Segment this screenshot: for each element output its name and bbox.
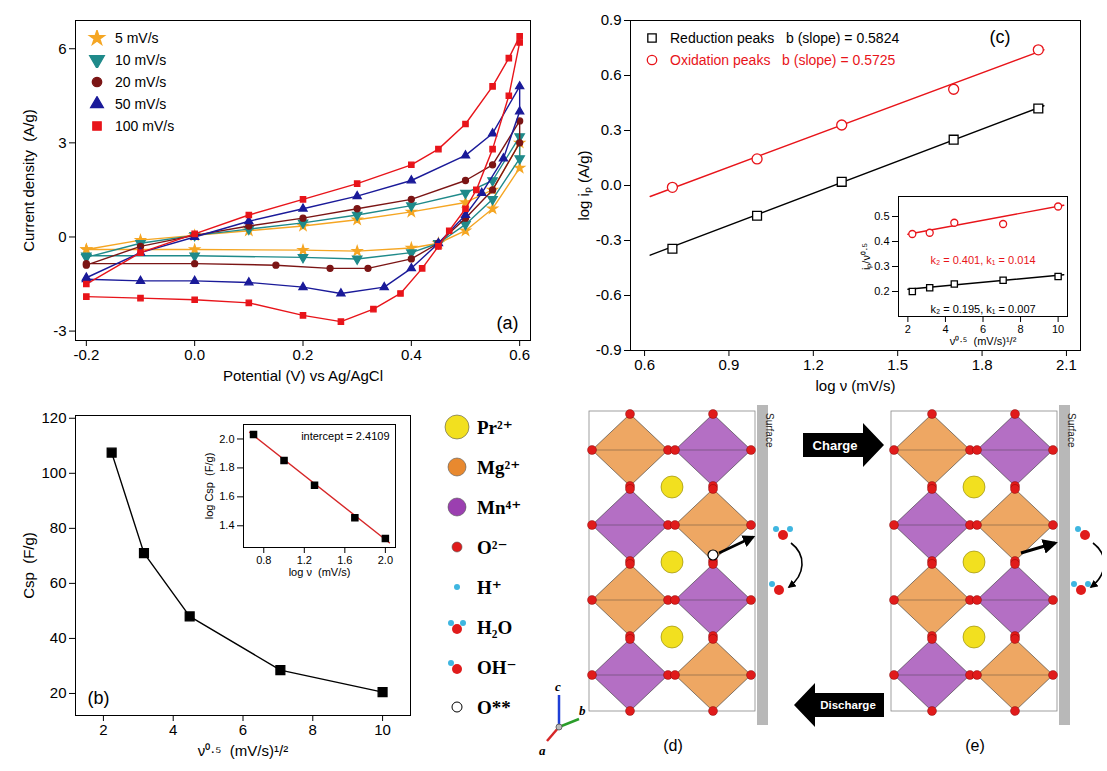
svg-text:log iₚ (A/g): log iₚ (A/g) — [575, 150, 593, 220]
svg-text:6: 6 — [239, 721, 247, 738]
svg-text:ν⁰·⁵ (mV/s)¹/²: ν⁰·⁵ (mV/s)¹/² — [198, 742, 288, 759]
html-text:50 mV/s: 50 mV/s — [115, 96, 167, 112]
svg-text:-0.6: -0.6 — [596, 286, 622, 303]
svg-text:20: 20 — [50, 684, 67, 701]
svg-text:6: 6 — [58, 40, 66, 57]
svg-text:0.9: 0.9 — [601, 11, 622, 28]
html-text:100 mV/s: 100 mV/s — [115, 118, 175, 134]
svg-text:2.0: 2.0 — [378, 554, 393, 566]
html-text:Reduction peaks b (slope) = 0.: Reduction peaks b (slope) = 0.5824 — [670, 30, 900, 46]
svg-text:OH⁻: OH⁻ — [477, 657, 517, 678]
html-text:20 mV/s: 20 mV/s — [115, 74, 167, 90]
svg-text:intercept = 2.4109: intercept = 2.4109 — [301, 430, 389, 442]
svg-text:2: 2 — [905, 323, 911, 335]
svg-text:6: 6 — [980, 323, 986, 335]
svg-text:1.2: 1.2 — [297, 554, 312, 566]
svg-text:0.4: 0.4 — [874, 235, 889, 247]
svg-text:1.8: 1.8 — [972, 356, 993, 373]
svg-text:0.9: 0.9 — [719, 356, 740, 373]
svg-text:log Csp (F/g): log Csp (F/g) — [203, 453, 215, 520]
svg-text:O**: O** — [477, 697, 511, 718]
html-text:Oxidation peaks b (slope) = 0.: Oxidation peaks b (slope) = 0.5725 — [670, 52, 896, 68]
svg-text:1.4: 1.4 — [219, 519, 234, 531]
svg-text:b: b — [579, 703, 586, 718]
svg-text:O²⁻: O²⁻ — [477, 537, 508, 558]
svg-text:100: 100 — [41, 464, 66, 481]
svg-text:2.0: 2.0 — [219, 432, 234, 444]
svg-text:Discharge: Discharge — [820, 699, 876, 711]
svg-text:log ν (mV/s): log ν (mV/s) — [289, 566, 351, 578]
svg-text:Current density (A/g): Current density (A/g) — [20, 109, 37, 252]
svg-text:0.2: 0.2 — [874, 285, 889, 297]
svg-text:Charge: Charge — [813, 438, 858, 453]
svg-text:1.8: 1.8 — [219, 461, 234, 473]
svg-text:-3: -3 — [53, 322, 66, 339]
svg-text:0.3: 0.3 — [601, 121, 622, 138]
svg-text:0.8: 0.8 — [256, 554, 271, 566]
svg-text:60: 60 — [50, 574, 67, 591]
svg-text:Pr²⁺: Pr²⁺ — [477, 417, 513, 438]
svg-text:0: 0 — [58, 228, 66, 245]
svg-text:ν⁰·⁵ (mV/s)¹/²: ν⁰·⁵ (mV/s)¹/² — [950, 335, 1017, 347]
svg-text:iₚ/ν⁰·⁵: iₚ/ν⁰·⁵ — [860, 243, 873, 270]
svg-text:1.5: 1.5 — [887, 356, 908, 373]
svg-text:1.2: 1.2 — [803, 356, 824, 373]
svg-text:k₂ = 0.401, k₁ = 0.014: k₂ = 0.401, k₁ = 0.014 — [930, 254, 1035, 266]
svg-text:0.6: 0.6 — [601, 66, 622, 83]
html-text:10 mV/s: 10 mV/s — [115, 52, 167, 68]
svg-text:0.3: 0.3 — [874, 260, 889, 272]
svg-text:k₂ = 0.195, k₁ = 0.007: k₂ = 0.195, k₁ = 0.007 — [930, 303, 1035, 315]
svg-text:1.6: 1.6 — [337, 554, 352, 566]
svg-text:8: 8 — [1017, 323, 1023, 335]
html-text:5 mV/s: 5 mV/s — [115, 30, 159, 46]
svg-text:3: 3 — [58, 134, 66, 151]
svg-text:80: 80 — [50, 519, 67, 536]
svg-text:2: 2 — [99, 721, 107, 738]
svg-text:10: 10 — [1052, 323, 1064, 335]
svg-text:-0.3: -0.3 — [596, 231, 622, 248]
svg-text:40: 40 — [50, 629, 67, 646]
svg-text:Potential (V) vs Ag/AgCl: Potential (V) vs Ag/AgCl — [223, 367, 383, 384]
svg-text:0.6: 0.6 — [509, 346, 530, 363]
svg-text:0.2: 0.2 — [293, 346, 314, 363]
svg-text:-0.9: -0.9 — [596, 341, 622, 358]
svg-text:(b): (b) — [88, 688, 110, 708]
svg-text:0.0: 0.0 — [184, 346, 205, 363]
svg-text:log ν (mV/s): log ν (mV/s) — [815, 377, 895, 394]
svg-text:0.6: 0.6 — [634, 356, 655, 373]
svg-text:(e): (e) — [965, 737, 985, 754]
svg-text:4: 4 — [942, 323, 948, 335]
svg-text:H₂O: H₂O — [477, 617, 512, 638]
svg-text:(c): (c) — [990, 27, 1011, 47]
svg-text:Mg²⁺: Mg²⁺ — [477, 457, 520, 478]
svg-text:c: c — [555, 679, 561, 694]
svg-text:Surface: Surface — [764, 413, 775, 448]
svg-text:(a): (a) — [497, 313, 519, 333]
svg-text:1.6: 1.6 — [219, 490, 234, 502]
svg-text:a: a — [539, 743, 546, 758]
svg-text:8: 8 — [309, 721, 317, 738]
svg-text:0.5: 0.5 — [874, 210, 889, 222]
svg-text:10: 10 — [374, 721, 391, 738]
svg-text:0.4: 0.4 — [401, 346, 422, 363]
svg-text:(d): (d) — [663, 737, 683, 754]
svg-text:Surface: Surface — [1066, 413, 1077, 448]
svg-text:2.1: 2.1 — [1056, 356, 1077, 373]
svg-text:0.0: 0.0 — [601, 176, 622, 193]
svg-text:-0.2: -0.2 — [73, 346, 99, 363]
svg-text:120: 120 — [41, 409, 66, 426]
svg-text:Mn⁴⁺: Mn⁴⁺ — [477, 497, 521, 518]
svg-text:H⁺: H⁺ — [477, 577, 502, 598]
svg-text:4: 4 — [169, 721, 177, 738]
svg-text:Csp (F/g): Csp (F/g) — [20, 532, 37, 599]
